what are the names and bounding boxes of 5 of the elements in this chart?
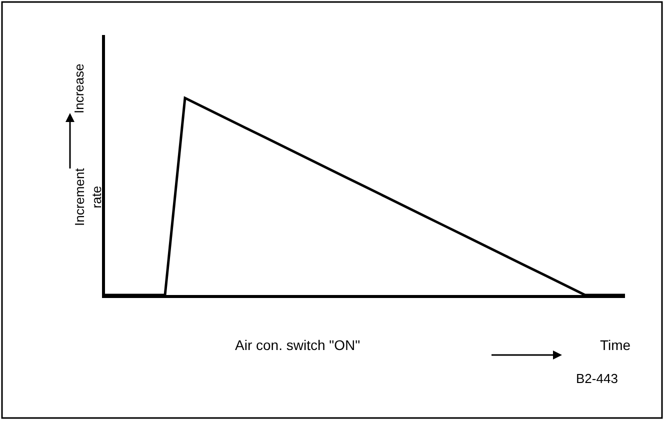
text: Increase	[72, 64, 86, 114]
text: B2-443	[576, 371, 618, 386]
text: Air con. switch "ON"	[235, 337, 360, 353]
y-axis-title: Increment rate	[72, 168, 104, 226]
x-axis-title: Time	[600, 337, 631, 353]
